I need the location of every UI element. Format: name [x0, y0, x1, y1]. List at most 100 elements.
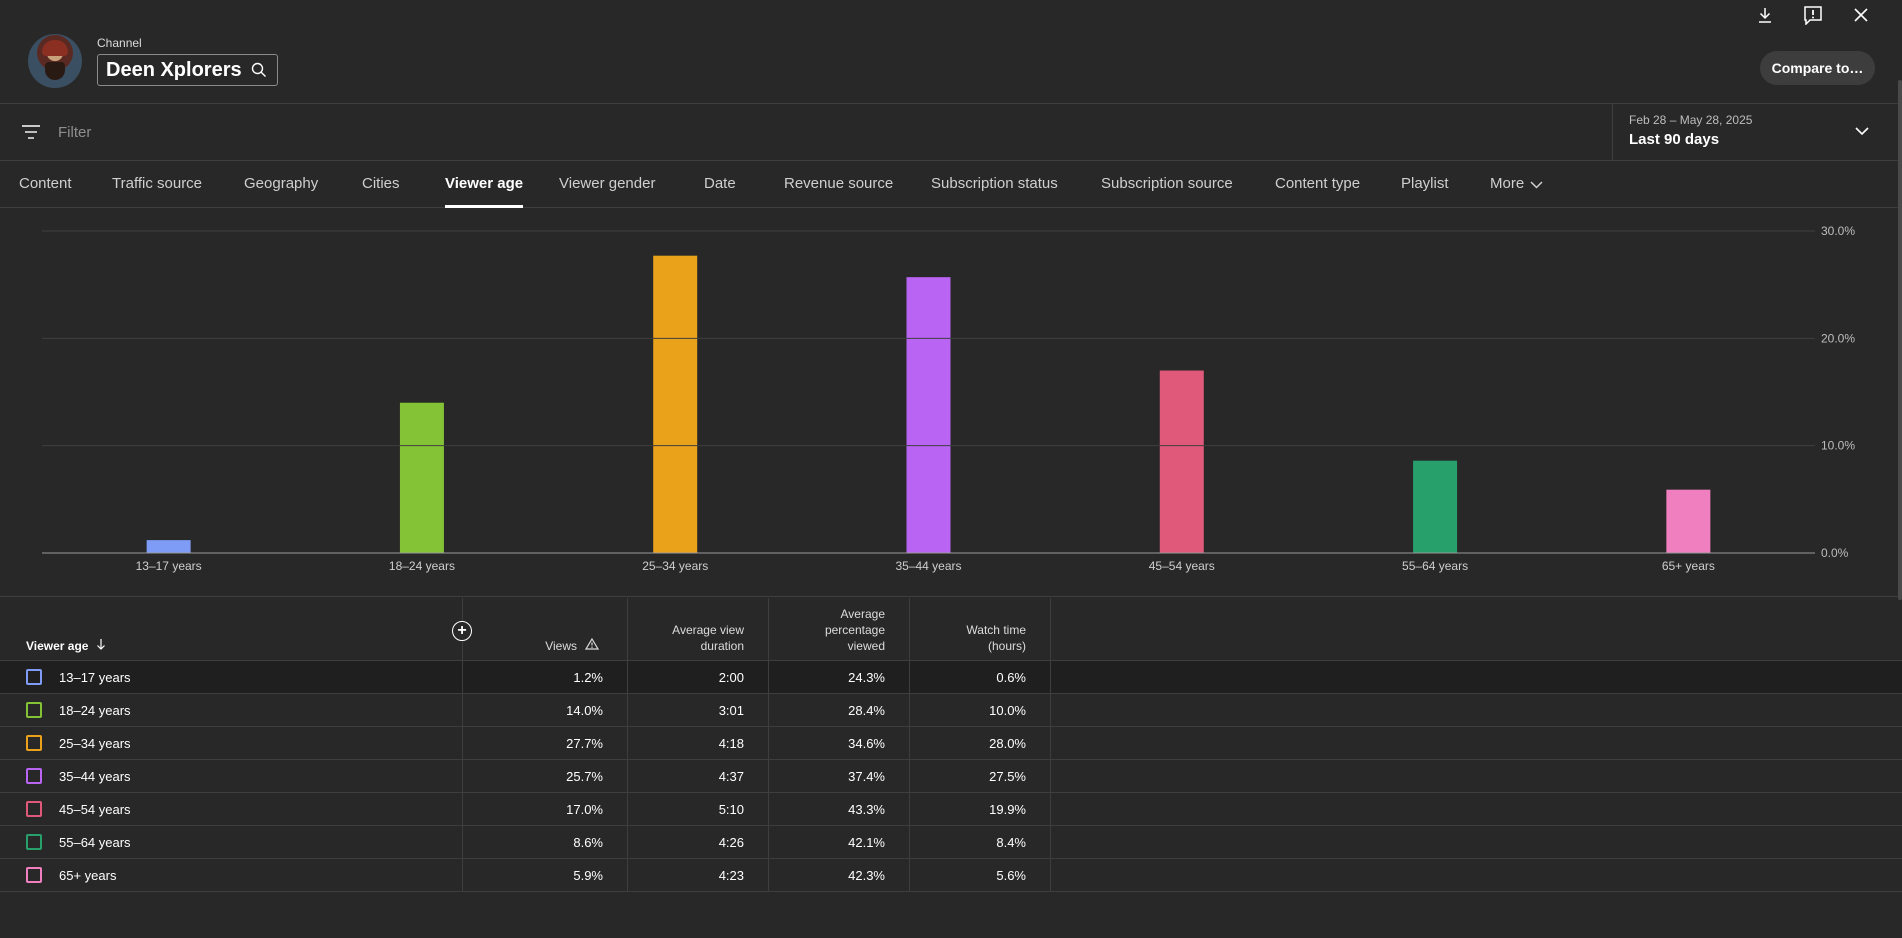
table-row[interactable]: 35–44 years 25.7% 4:37 37.4% 27.5% [0, 760, 1902, 793]
tab-playlist[interactable]: Playlist [1401, 175, 1449, 192]
bar-0[interactable] [146, 540, 191, 553]
cell-views: 14.0% [463, 694, 628, 726]
row-checkbox[interactable] [26, 867, 42, 883]
cell-views: 8.6% [463, 826, 628, 858]
tab-traffic-source[interactable]: Traffic source [112, 175, 203, 192]
row-label: 18–24 years [59, 702, 131, 718]
compare-button[interactable]: Compare to… [1760, 51, 1875, 85]
column-header-watch-time[interactable]: Watch time (hours) [910, 598, 1051, 661]
channel-selector[interactable]: Deen Xplorers [97, 54, 278, 86]
table-row[interactable]: 25–34 years 27.7% 4:18 34.6% 28.0% [0, 727, 1902, 760]
tab-more-label: More [1490, 175, 1525, 192]
cell-views: 1.2% [463, 661, 628, 693]
cell-avg-percentage-viewed: 34.6% [769, 727, 910, 759]
cell-watch-time: 19.9% [910, 793, 1051, 825]
bar-5[interactable] [1413, 460, 1458, 553]
warning-icon[interactable] [584, 637, 600, 654]
download-icon[interactable] [1754, 4, 1776, 26]
column-header-viewer-age[interactable]: Viewer age [0, 598, 463, 661]
tab-subscription-source[interactable]: Subscription source [1101, 175, 1233, 192]
column-header-avg-percentage-viewed[interactable]: Average percentage viewed [769, 598, 910, 661]
tab-revenue-source[interactable]: Revenue source [784, 175, 894, 192]
bar-chart: 0.0% 10.0% 20.0% 30.0% 13–17 years 18–24 year… [42, 224, 1855, 573]
table-row[interactable]: 18–24 years 14.0% 3:01 28.4% 10.0% [0, 694, 1902, 727]
y-tick-label: 10.0% [1821, 439, 1855, 453]
tab-viewer-gender[interactable]: Viewer gender [559, 175, 656, 192]
row-label: 45–54 years [59, 801, 131, 817]
bar-3[interactable] [906, 277, 951, 553]
y-tick-label: 20.0% [1821, 331, 1855, 345]
x-tick-label: 18–24 years [389, 559, 455, 573]
row-checkbox[interactable] [26, 834, 42, 850]
cell-views: 27.7% [463, 727, 628, 759]
cell-views: 5.9% [463, 859, 628, 891]
filter-input[interactable] [58, 121, 558, 143]
y-tick-label: 30.0% [1821, 224, 1855, 238]
row-label: 13–17 years [59, 669, 131, 685]
cell-watch-time: 0.6% [910, 661, 1051, 693]
cell-avg-percentage-viewed: 43.3% [769, 793, 910, 825]
bar-1[interactable] [399, 402, 444, 553]
x-tick-label: 65+ years [1662, 559, 1715, 573]
bar-2[interactable] [653, 255, 698, 553]
column-header-views[interactable]: Views [463, 598, 628, 661]
cell-avg-view-duration: 4:23 [628, 859, 769, 891]
cell-avg-view-duration: 3:01 [628, 694, 769, 726]
channel-label: Channel [97, 36, 142, 50]
column-header-label: Watch time (hours) [966, 623, 1026, 653]
cell-watch-time: 8.4% [910, 826, 1051, 858]
column-header-label: Average view duration [672, 623, 744, 653]
x-tick-label: 45–54 years [1149, 559, 1215, 573]
cell-watch-time: 27.5% [910, 760, 1051, 792]
row-checkbox[interactable] [26, 801, 42, 817]
tab-content-type[interactable]: Content type [1275, 175, 1361, 192]
row-checkbox[interactable] [26, 669, 42, 685]
tab-content[interactable]: Content [19, 175, 72, 192]
row-label: 55–64 years [59, 834, 131, 850]
y-tick-label: 0.0% [1821, 546, 1849, 560]
cell-avg-percentage-viewed: 28.4% [769, 694, 910, 726]
arrow-down-icon [96, 638, 106, 654]
cell-avg-percentage-viewed: 24.3% [769, 661, 910, 693]
tab-date[interactable]: Date [704, 175, 736, 192]
table-row[interactable]: 45–54 years 17.0% 5:10 43.3% 19.9% [0, 793, 1902, 826]
add-column-button[interactable]: + [452, 621, 472, 641]
bar-6[interactable] [1666, 489, 1711, 553]
date-range-selector[interactable]: Feb 28 – May 28, 2025 Last 90 days [1612, 104, 1902, 161]
tab-geography[interactable]: Geography [244, 175, 319, 192]
chevron-down-icon[interactable] [1854, 123, 1870, 141]
cell-watch-time: 10.0% [910, 694, 1051, 726]
dimension-tabs: Content Traffic source Geography Cities … [0, 162, 1902, 208]
search-icon[interactable] [251, 62, 267, 83]
tab-more[interactable]: More [1490, 175, 1543, 208]
viewer-age-chart: 0.0% 10.0% 20.0% 30.0% 13–17 years 18–24 year… [0, 209, 1902, 597]
cell-watch-time: 5.6% [910, 859, 1051, 891]
close-icon[interactable] [1850, 4, 1872, 26]
cell-avg-view-duration: 5:10 [628, 793, 769, 825]
tab-subscription-status[interactable]: Subscription status [931, 175, 1058, 192]
table-row[interactable]: 65+ years 5.9% 4:23 42.3% 5.6% [0, 859, 1902, 892]
cell-avg-view-duration: 4:37 [628, 760, 769, 792]
data-table: Viewer age Views Average view duration A… [0, 598, 1902, 892]
tab-cities[interactable]: Cities [362, 175, 400, 192]
channel-avatar[interactable] [28, 34, 82, 88]
filter-icon[interactable] [21, 124, 41, 145]
row-checkbox[interactable] [26, 702, 42, 718]
column-header-avg-view-duration[interactable]: Average view duration [628, 598, 769, 661]
cell-avg-view-duration: 2:00 [628, 661, 769, 693]
table-row[interactable]: 55–64 years 8.6% 4:26 42.1% 8.4% [0, 826, 1902, 859]
row-checkbox[interactable] [26, 768, 42, 784]
row-label: 25–34 years [59, 735, 131, 751]
table-row[interactable]: 13–17 years 1.2% 2:00 24.3% 0.6% [0, 661, 1902, 694]
column-header-label: Views [545, 639, 577, 653]
scrollbar[interactable] [1898, 80, 1902, 600]
filter-bar: Feb 28 – May 28, 2025 Last 90 days [0, 104, 1902, 161]
cell-views: 17.0% [463, 793, 628, 825]
row-checkbox[interactable] [26, 735, 42, 751]
row-label: 65+ years [59, 867, 117, 883]
feedback-icon[interactable] [1802, 4, 1824, 26]
tab-viewer-age[interactable]: Viewer age [445, 175, 524, 208]
cell-avg-percentage-viewed: 42.1% [769, 826, 910, 858]
table-header: Viewer age Views Average view duration A… [0, 598, 1902, 661]
bar-4[interactable] [1159, 370, 1204, 553]
